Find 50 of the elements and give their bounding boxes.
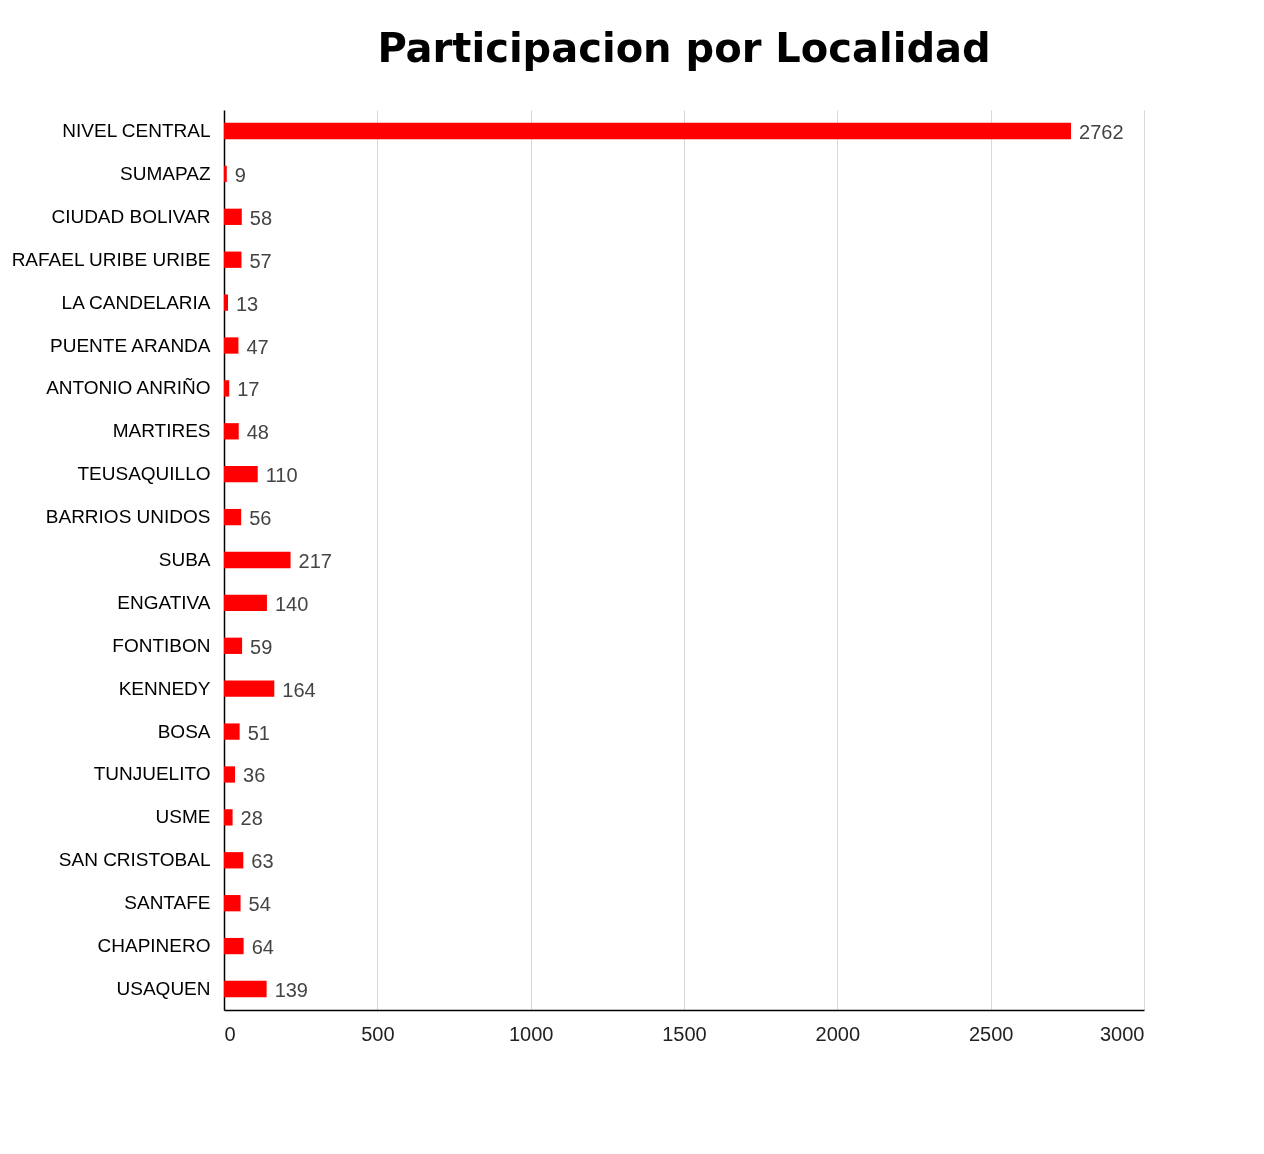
data-label: 48: [246, 421, 269, 444]
x-tick-label: 3000: [1100, 1022, 1145, 1045]
data-label: 64: [251, 936, 274, 959]
data-label: 28: [240, 807, 263, 830]
x-tick-label: 1500: [662, 1022, 707, 1045]
data-label: 58: [249, 206, 273, 229]
data-label: 164: [282, 678, 316, 701]
y-tick-label: ANTONIO ANRIÑO: [46, 377, 211, 399]
data-label: 56: [249, 507, 272, 530]
y-tick-label: USME: [155, 806, 211, 828]
data-label: 217: [298, 550, 332, 572]
y-tick-label: NIVEL CENTRAL: [62, 120, 211, 142]
data-label: 13: [235, 292, 259, 315]
y-tick-label: ENGATIVA: [117, 591, 211, 613]
y-tick-label: SAN CRISTOBAL: [58, 849, 211, 871]
x-tick-label: 2500: [968, 1022, 1014, 1045]
y-tick-label: BARRIOS UNIDOS: [45, 506, 211, 528]
data-label: 36: [243, 764, 266, 787]
y-tick-label: SUMAPAZ: [120, 162, 211, 184]
x-tick-label: 2000: [815, 1022, 861, 1045]
y-tick-label: PUENTE ARANDA: [50, 334, 211, 356]
data-label: 139: [274, 978, 308, 1001]
y-tick-label: RAFAEL URIBE URIBE: [11, 248, 211, 270]
y-tick-label: TEUSAQUILLO: [77, 463, 211, 485]
data-label: 47: [246, 335, 269, 358]
data-label: 59: [250, 635, 273, 658]
x-tick-label: 1000: [508, 1022, 554, 1045]
chart-title: Participacion por Localidad: [377, 25, 991, 71]
y-tick-label: FONTIBON: [112, 634, 211, 656]
data-label: 140: [274, 592, 309, 615]
y-tick-label: MARTIRES: [112, 420, 211, 442]
data-label: 63: [251, 850, 274, 873]
data-label: 17: [237, 378, 260, 401]
y-tick-label: CHAPINERO: [97, 935, 211, 957]
y-tick-label: SUBA: [158, 549, 211, 570]
data-label: 9: [234, 163, 246, 186]
y-tick-label: BOSA: [157, 720, 211, 742]
data-label: 2762: [1079, 121, 1124, 144]
y-tick-label: CIUDAD BOLIVAR: [51, 205, 211, 227]
data-label: 54: [248, 893, 271, 916]
x-tick-label: 0: [224, 1022, 236, 1045]
y-tick-label: LA CANDELARIA: [61, 291, 211, 313]
data-label: 110: [265, 464, 298, 487]
data-label: 57: [249, 249, 272, 272]
y-tick-label: SANTAFE: [124, 892, 211, 914]
y-tick-label: KENNEDY: [118, 677, 211, 699]
x-tick-label: 500: [361, 1022, 395, 1045]
y-tick-label: USAQUEN: [116, 977, 211, 999]
data-label: 51: [247, 721, 270, 744]
y-tick-label: TUNJUELITO: [93, 763, 211, 785]
